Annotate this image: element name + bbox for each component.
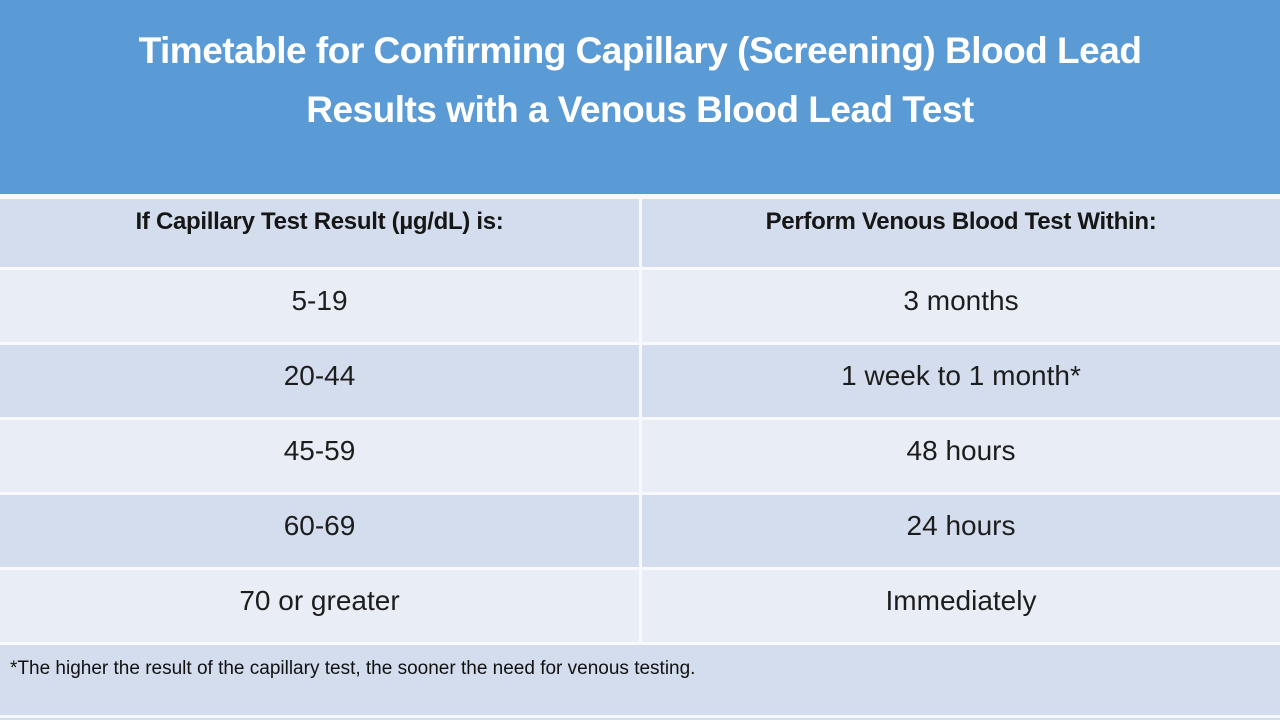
column-header-capillary-result: If Capillary Test Result (µg/dL) is: bbox=[0, 199, 639, 267]
table-row-1-result: 5-19 bbox=[0, 270, 639, 342]
table-row-1-within: 3 months bbox=[642, 270, 1280, 342]
slide-title-band: Timetable for Confirming Capillary (Scre… bbox=[0, 0, 1280, 194]
lead-test-table: If Capillary Test Result (µg/dL) is: Per… bbox=[0, 199, 1280, 715]
table-row-4-within: 24 hours bbox=[642, 495, 1280, 567]
table-row-4-result: 60-69 bbox=[0, 495, 639, 567]
slide-title-line-2: Results with a Venous Blood Lead Test bbox=[306, 89, 974, 130]
table-row-3-within: 48 hours bbox=[642, 420, 1280, 492]
table-row-2-within: 1 week to 1 month* bbox=[642, 345, 1280, 417]
slide-title-line-1: Timetable for Confirming Capillary (Scre… bbox=[138, 30, 1142, 71]
table-row-5-within: Immediately bbox=[642, 570, 1280, 642]
table-row-2-result: 20-44 bbox=[0, 345, 639, 417]
table-footnote: *The higher the result of the capillary … bbox=[0, 645, 1280, 715]
table-row-5-result: 70 or greater bbox=[0, 570, 639, 642]
column-header-venous-within: Perform Venous Blood Test Within: bbox=[642, 199, 1280, 267]
table-row-3-result: 45-59 bbox=[0, 420, 639, 492]
cutoff-row-sliver bbox=[0, 718, 1280, 720]
